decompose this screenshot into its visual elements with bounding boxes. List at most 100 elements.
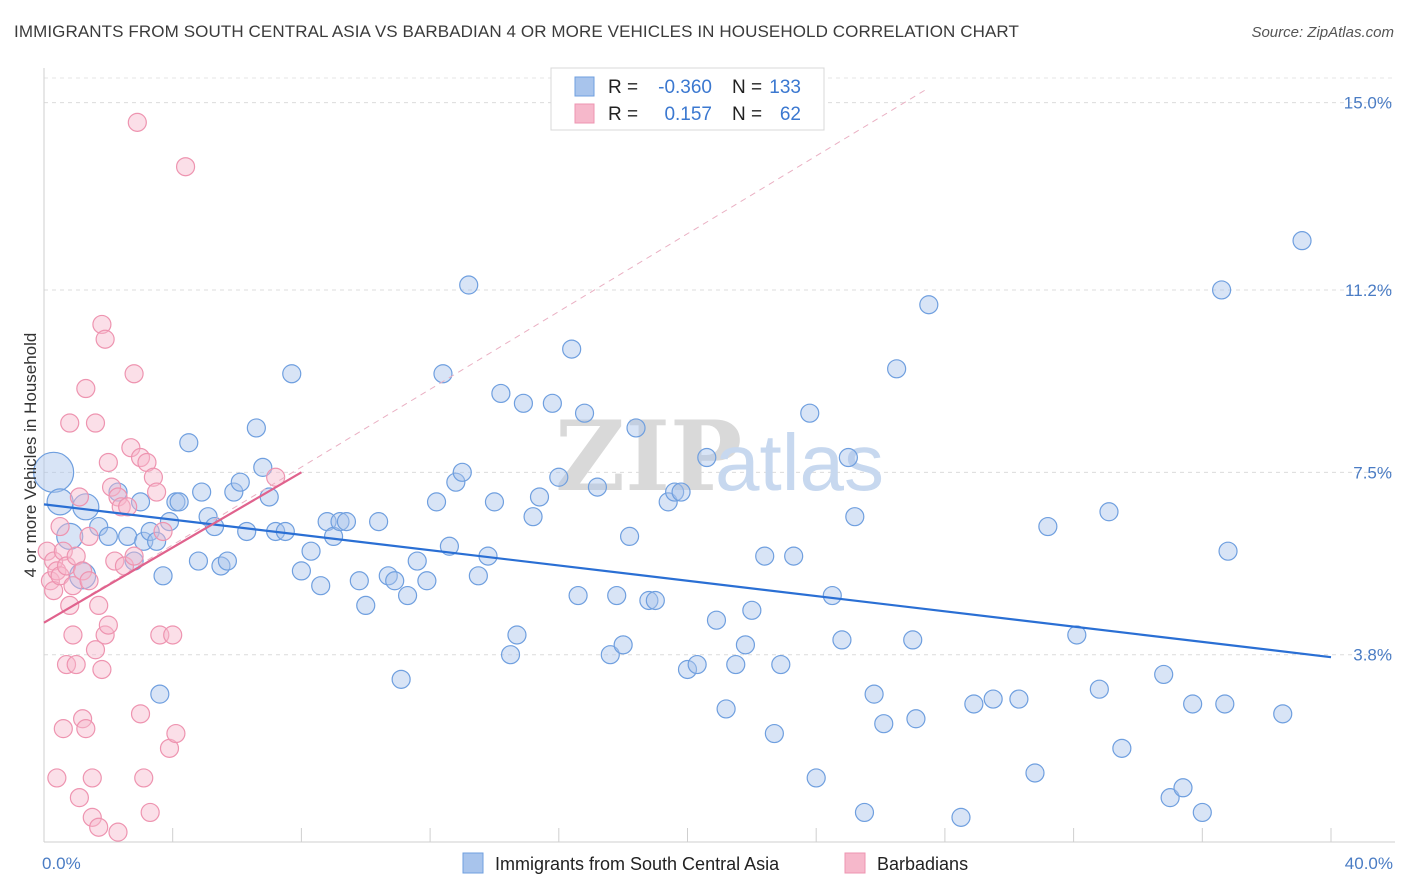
- data-point: [507, 625, 527, 645]
- data-point: [118, 526, 138, 547]
- data-point: [452, 462, 472, 482]
- legend-r-value-2: 0.157: [664, 104, 712, 125]
- data-point: [716, 699, 736, 719]
- data-point: [1173, 778, 1193, 798]
- data-point: [1212, 280, 1232, 300]
- legend-r-value-1: -0.360: [658, 77, 712, 98]
- data-point: [336, 512, 357, 532]
- data-point: [838, 447, 858, 468]
- data-point: [349, 571, 369, 591]
- data-point: [626, 418, 646, 438]
- data-point: [983, 689, 1003, 709]
- data-point: [63, 625, 83, 645]
- trend-lines: [43, 87, 1332, 659]
- barbadians-trend-line: [43, 471, 302, 624]
- data-point: [832, 630, 852, 650]
- data-point: [919, 295, 939, 315]
- data-point: [906, 709, 926, 729]
- data-point: [130, 447, 151, 468]
- data-point: [726, 654, 746, 675]
- y-tick-labels: 3.8% 7.5% 11.2% 15.0%: [1344, 94, 1392, 665]
- bottom-legend-swatch-1: [462, 852, 484, 874]
- data-point: [169, 492, 189, 512]
- data-point: [89, 817, 109, 837]
- data-point: [217, 551, 237, 571]
- data-point: [79, 571, 99, 591]
- data-point: [874, 714, 894, 734]
- data-point: [417, 571, 437, 591]
- legend-n-label-2: N =: [732, 104, 762, 125]
- data-point: [529, 487, 550, 507]
- data-point: [166, 723, 186, 744]
- data-point: [619, 526, 640, 547]
- data-point: [500, 645, 521, 665]
- bottom-legend-label-1: Immigrants from South Central Asia: [495, 854, 780, 874]
- data-point: [230, 472, 250, 492]
- data-point: [130, 704, 151, 724]
- data-point: [574, 403, 595, 423]
- data-point: [822, 585, 842, 606]
- data-point: [864, 684, 884, 704]
- data-point: [147, 531, 167, 551]
- data-point: [562, 339, 582, 359]
- data-point: [887, 359, 907, 379]
- data-point: [1273, 704, 1293, 724]
- data-point: [108, 822, 128, 842]
- data-point: [671, 482, 691, 502]
- data-point: [903, 630, 923, 650]
- data-point: [1154, 664, 1174, 685]
- data-point: [854, 802, 875, 823]
- data-point: [1292, 231, 1312, 251]
- bottom-legend-label-2: Barbadians: [877, 854, 968, 874]
- legend-n-label-1: N =: [732, 77, 762, 98]
- data-point: [147, 482, 167, 502]
- data-point: [356, 595, 376, 616]
- legend-n-value-1: 133: [769, 77, 801, 98]
- data-point: [130, 492, 151, 512]
- data-point: [127, 112, 147, 132]
- bottom-legend-swatch-2: [844, 852, 866, 874]
- data-point: [677, 659, 698, 680]
- data-point: [37, 541, 57, 561]
- data-point: [330, 512, 350, 532]
- data-point: [50, 566, 70, 586]
- data-point: [439, 536, 460, 556]
- data-point: [1038, 516, 1058, 537]
- data-point: [124, 546, 144, 566]
- legend-swatch-2: [574, 103, 595, 124]
- y-axis-label: 4 or more Vehicles in Household: [21, 333, 40, 578]
- data-point: [385, 571, 405, 591]
- data-point: [491, 383, 511, 404]
- data-point: [951, 807, 971, 827]
- data-point: [153, 566, 173, 586]
- data-point: [98, 452, 118, 473]
- data-point: [53, 541, 73, 561]
- x-tick-label: 40.0%: [1345, 854, 1393, 873]
- data-point: [192, 482, 212, 502]
- data-point: [523, 507, 543, 527]
- data-point: [188, 551, 209, 571]
- legend-r-label-1: R =: [608, 77, 638, 98]
- data-point: [468, 566, 488, 586]
- data-point: [79, 526, 99, 547]
- data-point: [124, 364, 144, 384]
- y-tick-label: 11.2%: [1345, 281, 1392, 300]
- data-point: [607, 585, 627, 606]
- series-barbadians: [37, 112, 286, 842]
- data-point: [845, 507, 865, 527]
- data-point: [735, 635, 756, 655]
- data-point: [140, 802, 160, 823]
- data-point: [426, 492, 447, 512]
- data-point: [153, 521, 173, 542]
- data-points: [33, 112, 1312, 842]
- data-point: [665, 482, 685, 502]
- data-point: [108, 482, 128, 502]
- data-point: [89, 516, 109, 537]
- data-point: [433, 364, 453, 384]
- legend-n-value-2: 62: [780, 104, 801, 125]
- data-point: [253, 457, 273, 477]
- data-point: [76, 719, 96, 739]
- data-point: [85, 413, 106, 433]
- watermark-zip: ZIP: [555, 400, 742, 513]
- source-label: Source: ZipAtlas.com: [1251, 24, 1394, 41]
